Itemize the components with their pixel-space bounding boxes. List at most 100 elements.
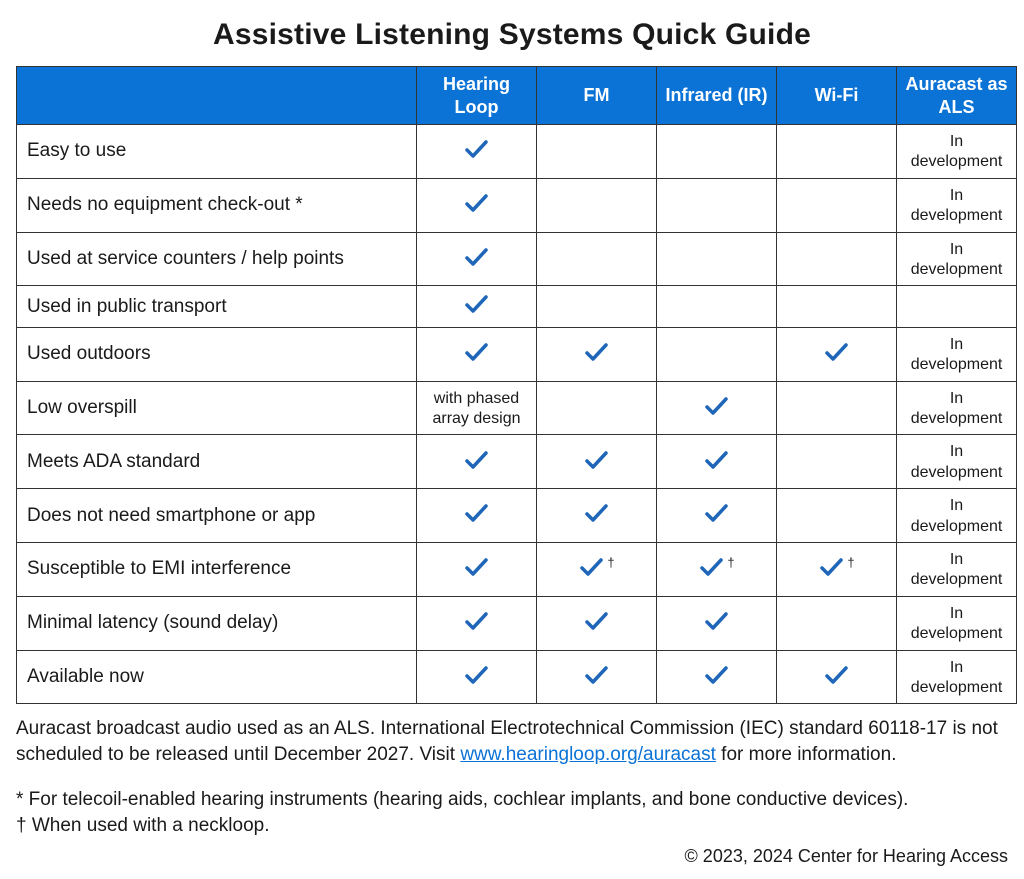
check-icon — [823, 340, 851, 369]
check-icon — [703, 394, 731, 423]
table-cell — [657, 178, 777, 232]
table-cell — [657, 125, 777, 179]
col-auracast: Auracast as ALS — [897, 67, 1017, 125]
table-row: Used outdoors Indevelopment — [17, 327, 1017, 381]
row-label: Minimal latency (sound delay) — [17, 596, 417, 650]
table-cell — [777, 435, 897, 489]
footnote-asterisk: * For telecoil-enabled hearing instrumen… — [16, 787, 1008, 814]
table-cell — [657, 489, 777, 543]
table-header-row: Hearing Loop FM Infrared (IR) Wi-Fi Aura… — [17, 67, 1017, 125]
table-row: Meets ADA standardIndevelopment — [17, 435, 1017, 489]
table-cell — [777, 232, 897, 286]
check-icon — [463, 555, 491, 584]
table-cell — [777, 178, 897, 232]
check-icon — [583, 501, 611, 530]
check-icon — [583, 609, 611, 638]
table-cell — [657, 286, 777, 328]
notes-paragraph: Auracast broadcast audio used as an ALS.… — [16, 716, 1008, 767]
check-icon — [703, 448, 731, 477]
check-icon — [583, 448, 611, 477]
check-icon — [463, 340, 491, 369]
phased-array-note: with phasedarray design — [432, 390, 520, 427]
table-cell — [777, 381, 897, 435]
table-row: Available nowIndevelopment — [17, 650, 1017, 704]
table-cell — [537, 232, 657, 286]
dagger-mark: † — [607, 555, 614, 570]
table-cell — [777, 327, 897, 381]
table-row: Needs no equipment check-out *Indevelopm… — [17, 178, 1017, 232]
table-header-blank — [17, 67, 417, 125]
table-cell — [537, 435, 657, 489]
table-cell — [897, 286, 1017, 328]
check-icon — [703, 501, 731, 530]
als-comparison-table: Hearing Loop FM Infrared (IR) Wi-Fi Aura… — [16, 66, 1017, 704]
in-development-label: Indevelopment — [911, 497, 1003, 534]
col-hearing-loop: Hearing Loop — [417, 67, 537, 125]
table-body: Easy to useIndevelopmentNeeds no equipme… — [17, 125, 1017, 704]
table-cell — [777, 489, 897, 543]
check-icon — [703, 663, 731, 692]
table-cell: † — [537, 543, 657, 597]
check-icon — [463, 137, 491, 166]
table-cell: Indevelopment — [897, 125, 1017, 179]
in-development-label: Indevelopment — [911, 443, 1003, 480]
check-icon — [463, 245, 491, 274]
dagger-mark: † — [847, 555, 854, 570]
page-title: Assistive Listening Systems Quick Guide — [16, 18, 1008, 52]
table-cell: † — [657, 543, 777, 597]
in-development-label: Indevelopment — [911, 133, 1003, 170]
row-label: Used in public transport — [17, 286, 417, 328]
auracast-link[interactable]: www.hearingloop.org/auracast — [460, 744, 716, 765]
table-cell: Indevelopment — [897, 381, 1017, 435]
table-row: Does not need smartphone or appIndevelop… — [17, 489, 1017, 543]
table-cell — [417, 489, 537, 543]
row-label: Available now — [17, 650, 417, 704]
table-cell — [417, 125, 537, 179]
check-icon — [463, 609, 491, 638]
table-cell — [537, 489, 657, 543]
table-cell: Indevelopment — [897, 327, 1017, 381]
table-cell — [777, 650, 897, 704]
table-cell — [657, 596, 777, 650]
in-development-label: Indevelopment — [911, 605, 1003, 642]
table-row: Susceptible to EMI interference † † † Indeve… — [17, 543, 1017, 597]
table-cell — [537, 381, 657, 435]
footnotes: * For telecoil-enabled hearing instrumen… — [16, 787, 1008, 840]
footnote-dagger: † When used with a neckloop. — [16, 813, 1008, 840]
table-cell — [657, 435, 777, 489]
table-cell — [777, 125, 897, 179]
table-cell: Indevelopment — [897, 489, 1017, 543]
check-icon — [818, 555, 846, 584]
col-fm: FM — [537, 67, 657, 125]
row-label: Susceptible to EMI interference — [17, 543, 417, 597]
notes-text-b: for more information. — [716, 744, 897, 765]
check-icon — [463, 501, 491, 530]
col-infrared: Infrared (IR) — [657, 67, 777, 125]
check-icon — [583, 663, 611, 692]
row-label: Low overspill — [17, 381, 417, 435]
table-row: Low overspill with phasedarray design Inde… — [17, 381, 1017, 435]
check-icon — [463, 292, 491, 321]
row-label: Used outdoors — [17, 327, 417, 381]
row-label: Easy to use — [17, 125, 417, 179]
in-development-label: Indevelopment — [911, 187, 1003, 224]
table-cell: Indevelopment — [897, 543, 1017, 597]
table-cell — [417, 327, 537, 381]
table-cell: with phasedarray design — [417, 381, 537, 435]
table-cell — [417, 543, 537, 597]
check-icon — [463, 448, 491, 477]
table-cell — [417, 178, 537, 232]
table-cell: Indevelopment — [897, 435, 1017, 489]
table-cell — [417, 650, 537, 704]
table-cell — [417, 232, 537, 286]
check-icon — [463, 663, 491, 692]
check-icon — [463, 191, 491, 220]
table-row: Used in public transport — [17, 286, 1017, 328]
in-development-label: Indevelopment — [911, 241, 1003, 278]
table-cell: Indevelopment — [897, 232, 1017, 286]
table-cell — [417, 596, 537, 650]
in-development-label: Indevelopment — [911, 551, 1003, 588]
table-cell — [777, 596, 897, 650]
in-development-label: Indevelopment — [911, 390, 1003, 427]
table-cell — [537, 125, 657, 179]
